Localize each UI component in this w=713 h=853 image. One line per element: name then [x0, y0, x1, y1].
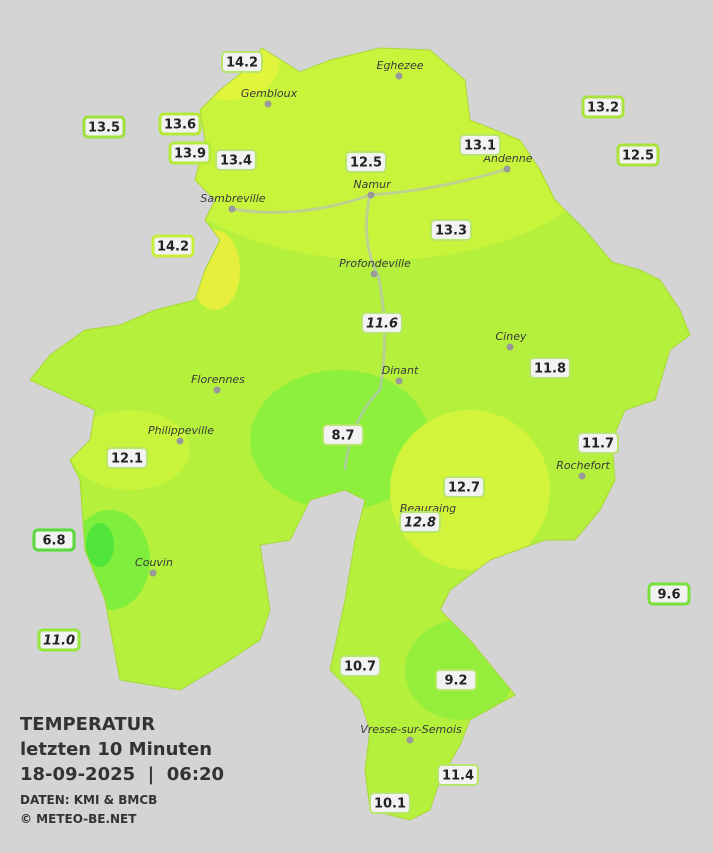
- station-value: 14.2: [157, 240, 189, 255]
- city-dot: [503, 165, 511, 173]
- station-value: 13.4: [220, 154, 252, 169]
- city-dot: [406, 736, 414, 744]
- station-value: 10.1: [374, 797, 406, 812]
- station-box: [435, 669, 477, 691]
- station-value: 11.7: [582, 437, 614, 452]
- station-box: [437, 764, 479, 786]
- city-label: Gembloux: [241, 87, 298, 100]
- station-box: [82, 115, 126, 139]
- station-value: 12.1: [111, 452, 143, 467]
- station-value: 12.5: [622, 149, 654, 164]
- station-value: 8.7: [331, 429, 354, 444]
- city-dot: [395, 377, 403, 385]
- city-label: Dinant: [382, 364, 419, 377]
- station-value: 13.9: [174, 147, 206, 162]
- station-value: 14.2: [226, 56, 258, 71]
- station-box: [215, 149, 257, 171]
- caption-copyright: © METEO-BE.NET: [20, 812, 137, 826]
- station-value: 12.7: [448, 481, 480, 496]
- city-dot: [213, 386, 221, 394]
- station-value: 13.5: [88, 121, 120, 136]
- city-label: Profondeville: [339, 257, 411, 270]
- station-box: [616, 143, 660, 167]
- cities: EghezeeGemblouxAndenneNamurSambrevillePr…: [135, 59, 610, 744]
- city-label: Sambreville: [200, 192, 265, 205]
- station-value: 11.0: [43, 634, 75, 649]
- station-box: [647, 582, 691, 606]
- station-box: [369, 792, 411, 814]
- station-box: [443, 476, 485, 498]
- station-box: [430, 219, 472, 241]
- station-box: [322, 424, 364, 446]
- station-value: 13.1: [464, 139, 496, 154]
- city-dot: [228, 205, 236, 213]
- station-box: [168, 141, 212, 165]
- station-value: 12.5: [350, 156, 382, 171]
- stations: 14.2 13.5 13.6 13.9 13.4 12.5 13.1 13.2 12.5 14.2…: [32, 51, 691, 814]
- city-label: Vresse-sur-Semois: [360, 723, 462, 736]
- station-value: 13.2: [587, 101, 619, 116]
- station-box: [577, 432, 619, 454]
- station-box: [32, 528, 76, 552]
- city-dot: [176, 437, 184, 445]
- station-value: 9.6: [657, 588, 680, 603]
- station-box: [37, 628, 81, 652]
- station-value: 13.6: [164, 118, 196, 133]
- station-value: 11.8: [534, 362, 566, 377]
- caption-datetime: 18-09-2025 | 06:20: [20, 764, 224, 785]
- city-label: Rochefort: [556, 459, 610, 472]
- city-dot: [578, 472, 586, 480]
- station-value: 12.8: [404, 516, 436, 531]
- caption-source: DATEN: KMI & BMCB: [20, 793, 157, 807]
- station-value: 9.2: [444, 674, 467, 689]
- city-dot: [264, 100, 272, 108]
- station-box: [529, 357, 571, 379]
- station-box: [339, 655, 381, 677]
- station-box: [158, 112, 202, 136]
- city-label: Florennes: [191, 373, 245, 386]
- city-dot: [149, 569, 157, 577]
- city-dot: [370, 270, 378, 278]
- station-box: [459, 134, 501, 156]
- station-box: [361, 312, 403, 334]
- station-value: 11.6: [366, 317, 398, 332]
- city-label: Ciney: [496, 330, 527, 343]
- caption-period: letzten 10 Minuten: [20, 739, 212, 760]
- station-box: [345, 151, 387, 173]
- city-dot: [506, 343, 514, 351]
- city-label: Philippeville: [148, 424, 214, 437]
- station-value: 10.7: [344, 660, 376, 675]
- station-value: 13.3: [435, 224, 467, 239]
- station-box: [399, 511, 441, 533]
- station-box: [106, 447, 148, 469]
- caption-title: TEMPERATUR: [20, 714, 155, 735]
- city-dot: [367, 191, 375, 199]
- city-label: Namur: [353, 178, 392, 191]
- city-dot: [395, 72, 403, 80]
- station-box: [581, 95, 625, 119]
- station-box: [151, 234, 195, 258]
- city-label: Couvin: [135, 556, 173, 569]
- station-value: 11.4: [442, 769, 474, 784]
- station-box: [221, 51, 263, 73]
- station-value: 6.8: [42, 534, 65, 549]
- caption: TEMPERATUR letzten 10 Minuten 18-09-2025…: [20, 714, 224, 826]
- city-label: Eghezee: [377, 59, 424, 72]
